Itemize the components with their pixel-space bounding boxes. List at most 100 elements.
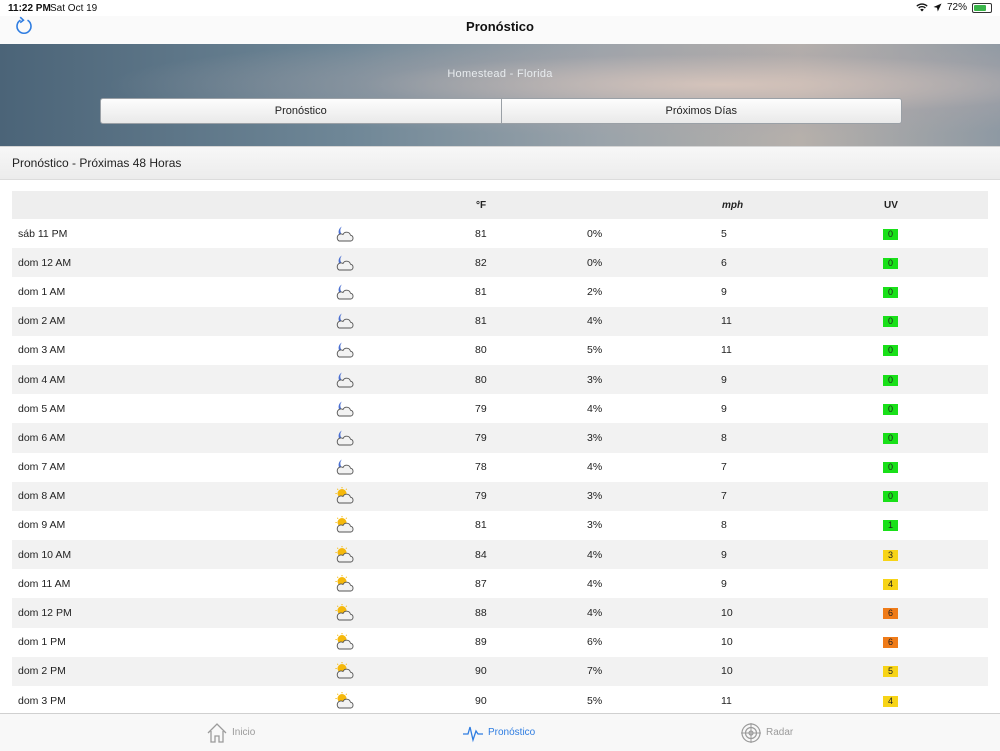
- row-time: dom 3 AM: [12, 335, 335, 365]
- row-precipitation: 4%: [587, 452, 721, 482]
- row-time: dom 2 PM: [12, 656, 335, 686]
- row-temperature: 90: [475, 686, 587, 714]
- row-weather-icon: [335, 686, 475, 714]
- row-weather-icon: [335, 248, 475, 278]
- nav-bar: Pronóstico: [0, 16, 1000, 44]
- tab-pronostico[interactable]: Pronóstico: [462, 714, 535, 751]
- row-wind: 8: [721, 510, 883, 541]
- row-wind: 9: [721, 569, 883, 599]
- row-uv: 0: [883, 481, 988, 511]
- day-partly-cloudy-icon: [335, 545, 475, 564]
- night-partly-cloudy-icon: [335, 341, 475, 359]
- row-precipitation: 3%: [587, 481, 721, 511]
- row-temperature: 80: [475, 335, 587, 365]
- row-uv: 0: [883, 219, 988, 249]
- status-right: 72%: [916, 2, 992, 13]
- row-wind: 11: [721, 686, 883, 714]
- col-uv-header: UV: [883, 191, 988, 219]
- row-precipitation: 7%: [587, 656, 721, 686]
- row-wind: 7: [721, 452, 883, 482]
- hero-banner: Homestead - Florida Pronóstico Próximos …: [0, 44, 1000, 146]
- row-time: dom 8 AM: [12, 481, 335, 511]
- uv-badge: 0: [883, 257, 898, 269]
- refresh-icon[interactable]: [14, 16, 34, 36]
- row-time: dom 9 AM: [12, 510, 335, 541]
- row-uv: 0: [883, 248, 988, 278]
- day-partly-cloudy-icon: [335, 691, 475, 710]
- row-temperature: 89: [475, 627, 587, 657]
- row-uv: 0: [883, 277, 988, 307]
- panel-title: Pronóstico - Próximas 48 Horas: [0, 147, 1000, 180]
- night-partly-cloudy-icon: [335, 312, 475, 330]
- uv-badge: 0: [883, 286, 898, 298]
- day-partly-cloudy-icon: [335, 574, 475, 593]
- uv-badge: 6: [883, 637, 898, 649]
- night-partly-cloudy-icon: [335, 458, 475, 476]
- table-row: dom 12 PM 88 4% 10 6: [12, 598, 988, 628]
- row-weather-icon: [335, 364, 475, 395]
- row-precipitation: 3%: [587, 510, 721, 541]
- row-weather-icon: [335, 540, 475, 570]
- uv-badge: 5: [883, 666, 898, 678]
- row-temperature: 88: [475, 598, 587, 628]
- row-wind: 10: [721, 656, 883, 686]
- status-time: 11:22 PM: [8, 3, 51, 14]
- row-precipitation: 0%: [587, 248, 721, 278]
- forecast-body: sáb 11 PM 81 0% 5 0 dom 12 AM 82 0% 6 0 dom 1 AM 81…: [12, 219, 988, 714]
- table-row: dom 10 AM 84 4% 9 3: [12, 540, 988, 570]
- battery-percent: 72%: [946, 2, 967, 13]
- row-weather-icon: [335, 627, 475, 657]
- uv-badge: 0: [883, 462, 898, 474]
- row-uv: 4: [883, 686, 988, 714]
- uv-badge: 4: [883, 578, 898, 590]
- row-temperature: 84: [475, 540, 587, 570]
- night-partly-cloudy-icon: [335, 429, 475, 447]
- row-temperature: 79: [475, 423, 587, 453]
- row-precipitation: 4%: [587, 306, 721, 336]
- row-uv: 0: [883, 306, 988, 336]
- forecast-panel: Pronóstico - Próximas 48 Horas °F mph UV…: [0, 146, 1000, 714]
- day-partly-cloudy-icon: [335, 604, 475, 622]
- row-time: dom 4 AM: [12, 364, 335, 395]
- row-wind: 11: [721, 306, 883, 336]
- row-wind: 9: [721, 364, 883, 395]
- night-partly-cloudy-icon: [335, 400, 475, 418]
- tab-pronostico-label: Pronóstico: [488, 727, 536, 738]
- row-wind: 11: [721, 335, 883, 365]
- row-time: dom 1 PM: [12, 627, 335, 657]
- row-time: dom 5 AM: [12, 394, 335, 424]
- uv-badge: 4: [883, 695, 898, 707]
- row-time: dom 11 AM: [12, 569, 335, 599]
- row-uv: 4: [883, 569, 988, 599]
- row-time: dom 12 AM: [12, 248, 335, 278]
- row-time: dom 7 AM: [12, 452, 335, 482]
- forecast-table: °F mph UV sáb 11 PM 81 0% 5 0 dom 12 AM 82 0% 6 0…: [12, 191, 988, 714]
- table-row: dom 12 AM 82 0% 6 0: [12, 248, 988, 278]
- night-partly-cloudy-icon: [335, 371, 475, 389]
- day-partly-cloudy-icon: [335, 633, 475, 651]
- row-time: dom 6 AM: [12, 423, 335, 453]
- row-weather-icon: [335, 394, 475, 424]
- row-time: dom 2 AM: [12, 306, 335, 336]
- battery-icon: [972, 2, 992, 13]
- tab-radar[interactable]: Radar: [740, 714, 793, 751]
- uv-badge: 3: [883, 549, 898, 561]
- segment-proximos-dias[interactable]: Próximos Días: [500, 99, 902, 123]
- col-icon-header: [335, 191, 475, 219]
- segment-pronostico[interactable]: Pronóstico: [274, 105, 327, 117]
- row-temperature: 82: [475, 248, 587, 278]
- row-time: dom 3 PM: [12, 686, 335, 714]
- row-temperature: 81: [475, 306, 587, 336]
- row-weather-icon: [335, 277, 475, 307]
- row-precipitation: 4%: [587, 569, 721, 599]
- row-uv: 6: [883, 598, 988, 628]
- uv-badge: 1: [883, 520, 898, 532]
- row-weather-icon: [335, 306, 475, 336]
- row-weather-icon: [335, 423, 475, 453]
- tab-inicio[interactable]: Inicio: [206, 714, 255, 751]
- table-row: dom 3 AM 80 5% 11 0: [12, 335, 988, 365]
- uv-badge: 0: [883, 374, 898, 386]
- row-temperature: 78: [475, 452, 587, 482]
- row-uv: 5: [883, 656, 988, 686]
- table-row: dom 1 AM 81 2% 9 0: [12, 277, 988, 307]
